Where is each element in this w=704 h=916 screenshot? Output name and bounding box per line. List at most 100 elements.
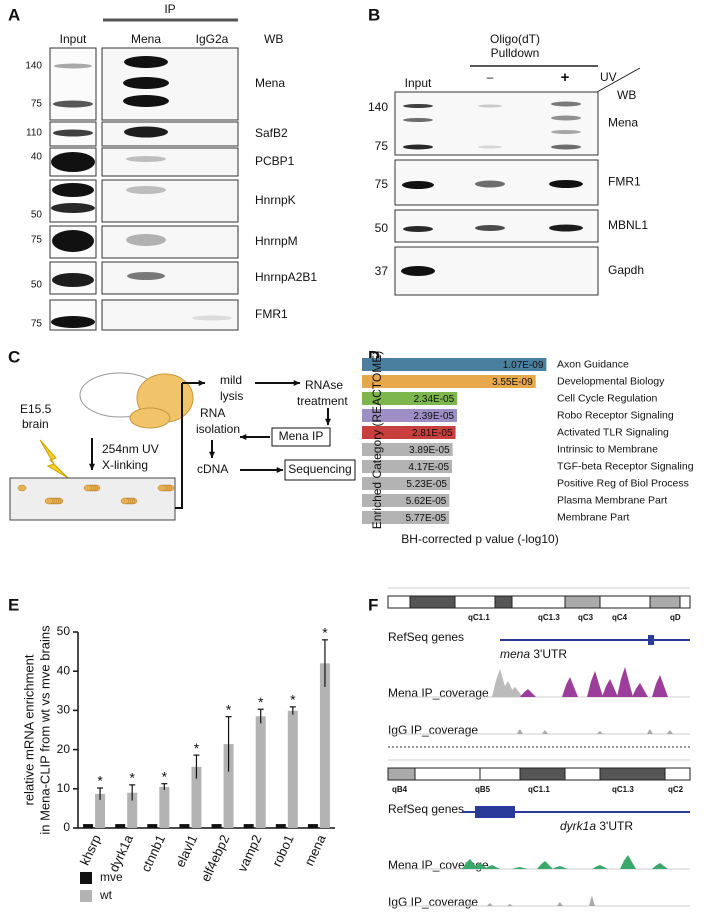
box bbox=[284, 459, 356, 481]
cell bbox=[120, 497, 130, 505]
mw-marker: 75 bbox=[375, 139, 389, 153]
ideogram-band bbox=[409, 595, 456, 609]
coverage-peak bbox=[632, 683, 648, 697]
x-tick-label: mena bbox=[301, 832, 329, 869]
mw-marker: 50 bbox=[375, 221, 389, 235]
x-axis-label: BH-corrected p value (-log10) bbox=[401, 532, 558, 546]
blot-ip bbox=[101, 147, 239, 177]
lane-header: Input bbox=[60, 32, 87, 46]
blot-band bbox=[403, 118, 433, 122]
value-label: 1.07E-09 bbox=[503, 360, 544, 371]
band-label: qC1.1 bbox=[528, 785, 550, 794]
category-label: Plasma Membrane Part bbox=[557, 494, 667, 506]
cell bbox=[157, 484, 167, 492]
bar bbox=[255, 716, 266, 828]
bar bbox=[362, 494, 450, 507]
bar bbox=[223, 744, 234, 828]
error-bar bbox=[129, 784, 136, 801]
blot-band bbox=[52, 183, 94, 197]
mw-marker: 37 bbox=[375, 264, 389, 278]
coverage-peak bbox=[667, 730, 673, 734]
bar bbox=[319, 663, 330, 828]
blot-ip bbox=[101, 299, 239, 331]
value-label: 2.34E-05 bbox=[414, 394, 455, 405]
x-tick-label: dyrk1a bbox=[106, 832, 136, 874]
x-tick-label: ctnnb1 bbox=[138, 832, 168, 874]
cell bbox=[83, 484, 93, 492]
blot-band bbox=[126, 156, 166, 162]
cell bbox=[44, 497, 54, 505]
blot-band bbox=[51, 152, 95, 172]
blot-band bbox=[551, 144, 581, 150]
gene-feature: 3'UTR bbox=[599, 819, 633, 833]
category-label: Intrinsic to Membrane bbox=[557, 443, 658, 455]
dish bbox=[9, 477, 176, 521]
diagram-text: cDNA bbox=[197, 462, 228, 476]
protein-label: Mena bbox=[255, 76, 285, 90]
value-label: 3.89E-05 bbox=[409, 445, 450, 456]
band-label: qC1.3 bbox=[538, 613, 560, 622]
bar bbox=[191, 766, 202, 828]
coverage-peak bbox=[507, 687, 523, 697]
mw-marker: 75 bbox=[375, 177, 389, 191]
y-axis-label: relative mRNA enrichment bbox=[21, 654, 36, 805]
category-label: Developmental Biology bbox=[557, 375, 665, 387]
arrow-head bbox=[240, 433, 247, 441]
bar bbox=[362, 409, 457, 422]
cell bbox=[17, 484, 27, 492]
protein-label: HnrnpM bbox=[255, 234, 298, 248]
coverage-peak bbox=[537, 861, 553, 869]
blot-band bbox=[126, 234, 166, 246]
blot-band bbox=[478, 104, 502, 108]
coverage-peak bbox=[652, 863, 668, 869]
arrow-head bbox=[88, 463, 96, 470]
ideogram-band bbox=[564, 767, 601, 781]
diagram-text: Sequencing bbox=[288, 462, 351, 476]
blot-band bbox=[475, 225, 505, 231]
blot-band bbox=[52, 273, 94, 287]
track-label: Mena IP_coverage bbox=[388, 686, 489, 700]
protein-label: Mena bbox=[608, 116, 638, 130]
mw-marker: 75 bbox=[31, 99, 43, 110]
protein-label: HnrnpA2B1 bbox=[255, 270, 317, 284]
error-bar bbox=[321, 639, 328, 687]
blot-band bbox=[403, 144, 433, 150]
panel-letter: B bbox=[368, 5, 380, 24]
mw-marker: 40 bbox=[31, 152, 43, 163]
significance: * bbox=[97, 773, 103, 789]
wb-header: WB bbox=[264, 32, 283, 46]
x-tick-label: vamp2 bbox=[234, 832, 264, 874]
coverage-peak bbox=[520, 689, 536, 697]
coverage-peak bbox=[617, 667, 633, 697]
diagram-text: RNAse bbox=[305, 378, 343, 392]
coverage-peak bbox=[517, 729, 523, 734]
significance: * bbox=[290, 692, 296, 708]
mw-marker: 140 bbox=[25, 61, 42, 72]
uv-plus: + bbox=[561, 69, 570, 86]
error-bar bbox=[289, 706, 296, 715]
blot-band bbox=[192, 315, 232, 321]
band-label: qC2 bbox=[668, 785, 684, 794]
ideogram-band bbox=[519, 767, 566, 781]
blot-band bbox=[551, 115, 581, 121]
bar bbox=[275, 824, 286, 828]
blot-band bbox=[51, 203, 95, 213]
y-tick-label: 30 bbox=[57, 703, 71, 717]
uv-bolt bbox=[39, 439, 69, 479]
ip-header: IP bbox=[164, 2, 175, 16]
blot-band bbox=[403, 226, 433, 232]
category-label: Axon Guidance bbox=[557, 358, 629, 370]
bar bbox=[362, 477, 451, 490]
category-label: TGF-beta Receptor Signaling bbox=[557, 460, 694, 472]
ideogram-band bbox=[387, 767, 416, 781]
arrow-head bbox=[293, 379, 300, 387]
blot-band bbox=[549, 180, 583, 188]
protein-label: SafB2 bbox=[255, 126, 288, 140]
significance: * bbox=[162, 768, 168, 784]
category-label: Positive Reg of Biol Process bbox=[557, 477, 689, 489]
ideogram-band bbox=[387, 595, 411, 609]
bar bbox=[362, 358, 547, 371]
diagram-text: RNA bbox=[200, 406, 225, 420]
blot-band bbox=[403, 104, 433, 108]
ideogram-band bbox=[494, 595, 513, 609]
